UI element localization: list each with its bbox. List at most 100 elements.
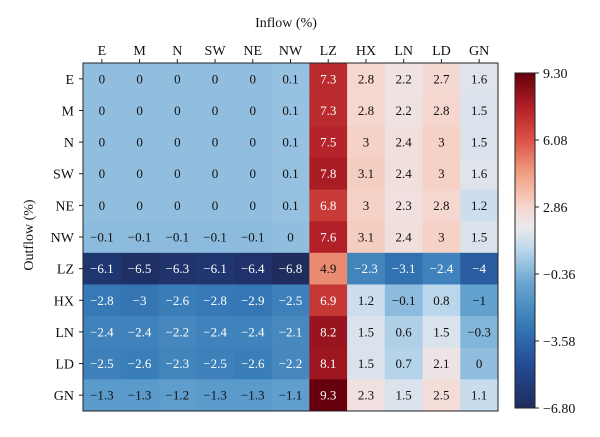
heatmap-cells: 0 0 0 0 0 0.1 7.3 2.8 2.2 2.7 1.6 0 0 0 0 0 0.1 7.3 2.8 2.2… xyxy=(83,63,499,412)
cell-value-label: −1.1 xyxy=(279,388,303,403)
cell-value-label: 2.8 xyxy=(358,103,374,118)
cell-value-label: −0.1 xyxy=(241,230,265,245)
cell-value-label: 7.6 xyxy=(320,230,337,245)
cell-value-label: −2.4 xyxy=(128,324,152,339)
cell-value-label: −0.1 xyxy=(203,230,227,245)
cell-value-label: 0 xyxy=(136,71,143,86)
cell-value-label: 1.5 xyxy=(396,388,412,403)
cell-value-label: 0.1 xyxy=(282,198,298,213)
cell-value-label: 0 xyxy=(99,71,106,86)
cell-value-label: 0 xyxy=(174,166,181,181)
cell-value-label: 3 xyxy=(363,198,370,213)
cell-value-label: 0.1 xyxy=(282,103,298,118)
cell-value-label: 7.3 xyxy=(320,71,336,86)
cell-value-label: −2.6 xyxy=(128,356,152,371)
cell-value-label: 0 xyxy=(250,71,257,86)
cell-value-label: 1.2 xyxy=(471,198,487,213)
cell-value-label: 2.3 xyxy=(358,388,374,403)
cell-value-label: 2.2 xyxy=(396,103,412,118)
cell-value-label: 2.3 xyxy=(396,198,412,213)
colorbar-tick-label: −3.58 xyxy=(543,335,575,350)
cell-value-label: 6.9 xyxy=(320,293,336,308)
cell-value-label: 2.8 xyxy=(433,198,449,213)
cell-value-label: −1 xyxy=(472,293,486,308)
cell-value-label: 0 xyxy=(212,135,219,150)
y-tick-label: LZ xyxy=(57,263,74,278)
cell-value-label: 1.5 xyxy=(471,103,487,118)
cell-value-label: 2.2 xyxy=(396,71,412,86)
cell-value-label: 7.8 xyxy=(320,166,336,181)
cell-value-label: 2.4 xyxy=(396,135,413,150)
y-tick-label: HX xyxy=(54,294,74,309)
cell-value-label: −2.1 xyxy=(279,324,303,339)
cell-value-label: 0.7 xyxy=(396,356,413,371)
cell-value-label: 1.6 xyxy=(471,166,488,181)
cell-value-label: 6.8 xyxy=(320,198,336,213)
cell-value-label: 0 xyxy=(287,230,294,245)
cell-value-label: 7.3 xyxy=(320,103,336,118)
cell-value-label: 0 xyxy=(250,198,257,213)
cell-value-label: −1.3 xyxy=(203,388,227,403)
colorbar-tick-label: −0.36 xyxy=(543,268,575,283)
heatmap-chart: Inflow (%) Outflow (%) E M N SW NE NW LZ HX LN LD… xyxy=(0,0,600,437)
cell-value-label: 0.1 xyxy=(282,135,298,150)
cell-value-label: 0 xyxy=(212,103,219,118)
cell-value-label: 0 xyxy=(174,198,181,213)
colorbar-tick-label: 2.86 xyxy=(543,201,568,216)
x-tick-label: E xyxy=(98,44,107,59)
cell-value-label: 0 xyxy=(250,103,257,118)
colorbar-ticks: 9.30 6.08 2.86 −0.36 −3.58 −6.80 xyxy=(535,67,575,417)
cell-value-label: −2.6 xyxy=(241,356,265,371)
cell-value-label: −0.1 xyxy=(90,230,114,245)
cell-value-label: 0 xyxy=(136,135,143,150)
cell-value-label: 0 xyxy=(174,71,181,86)
x-tick-label: NE xyxy=(243,44,262,59)
y-tick-labels: E M N SW NE NW LZ HX LN LD GN xyxy=(51,73,83,404)
cell-value-label: −6.3 xyxy=(166,261,190,276)
cell-value-label: 0.1 xyxy=(282,71,298,86)
cell-value-label: −1.2 xyxy=(166,388,190,403)
cell-value-label: 1.5 xyxy=(433,324,449,339)
x-tick-label: LZ xyxy=(320,44,337,59)
cell-value-label: 0 xyxy=(476,356,483,371)
cell-value-label: 1.5 xyxy=(471,135,487,150)
cell-value-label: 0 xyxy=(212,166,219,181)
cell-value-label: −2.4 xyxy=(241,324,265,339)
x-tick-label: SW xyxy=(205,44,227,59)
cell-value-label: 0.8 xyxy=(433,293,449,308)
x-tick-label: N xyxy=(172,44,182,59)
cell-value-label: −2.9 xyxy=(241,293,265,308)
y-tick-label: GN xyxy=(54,389,74,404)
cell-value-label: 2.1 xyxy=(433,356,449,371)
y-tick-label: LD xyxy=(55,358,74,373)
cell-value-label: 0 xyxy=(136,198,143,213)
cell-value-label: 0.6 xyxy=(396,324,413,339)
cell-value-label: −2.4 xyxy=(90,324,114,339)
cell-value-label: −2.6 xyxy=(166,293,190,308)
cell-value-label: −3 xyxy=(133,293,147,308)
cell-value-label: 0.1 xyxy=(282,166,298,181)
colorbar-tick-label: 6.08 xyxy=(543,134,568,149)
cell-value-label: 0 xyxy=(250,166,257,181)
cell-value-label: −4 xyxy=(472,261,486,276)
y-tick-label: M xyxy=(62,104,75,119)
cell-value-label: 0 xyxy=(99,135,106,150)
cell-value-label: 3 xyxy=(438,166,445,181)
cell-value-label: −2.5 xyxy=(203,356,227,371)
cell-value-label: 9.3 xyxy=(320,388,336,403)
cell-value-label: −0.1 xyxy=(166,230,190,245)
cell-value-label: 3.1 xyxy=(358,230,374,245)
cell-value-label: 0 xyxy=(136,166,143,181)
cell-value-label: −2.8 xyxy=(90,293,114,308)
x-tick-label: NW xyxy=(279,44,303,59)
cell-value-label: −2.2 xyxy=(279,356,303,371)
cell-value-label: 0 xyxy=(99,103,106,118)
cell-value-label: 1.6 xyxy=(471,71,488,86)
cell-value-label: 2.7 xyxy=(433,71,450,86)
cell-value-label: −6.5 xyxy=(128,261,152,276)
cell-value-label: 1.5 xyxy=(471,230,487,245)
cell-value-label: −6.1 xyxy=(203,261,227,276)
cell-value-label: −0.3 xyxy=(467,324,491,339)
cell-value-label: 1.1 xyxy=(471,388,487,403)
cell-value-label: 0 xyxy=(174,135,181,150)
